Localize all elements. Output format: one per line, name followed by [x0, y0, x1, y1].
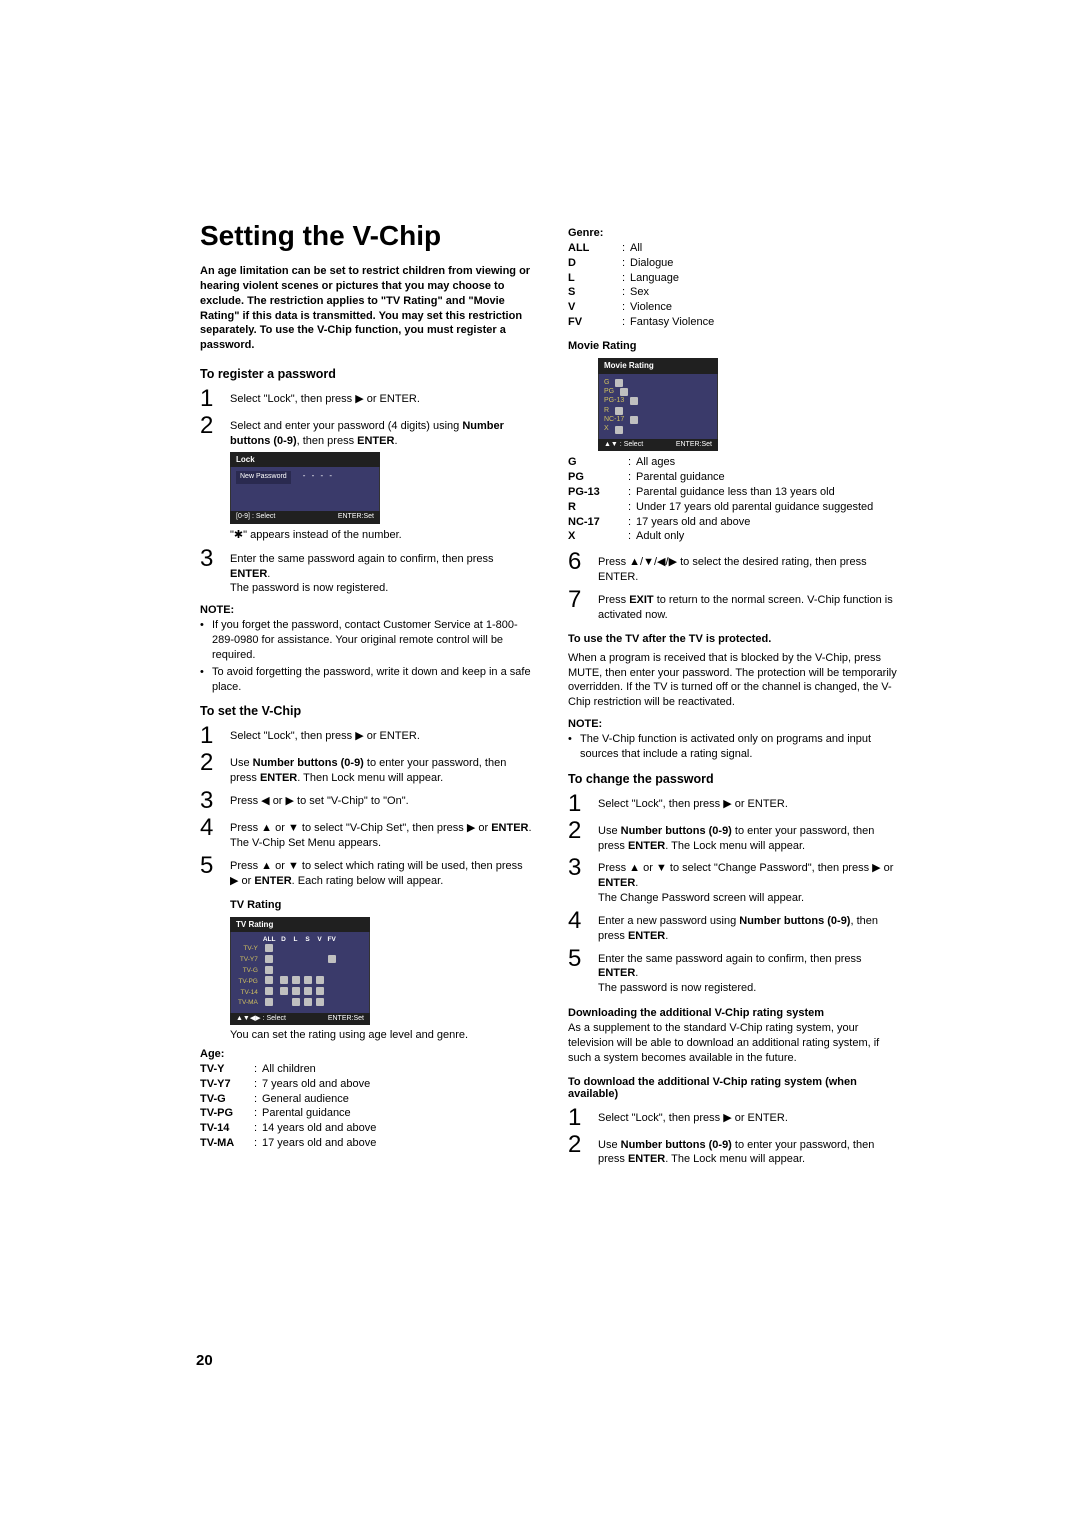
download-steps: 1Select "Lock", then press ▶ or ENTER. 2… [568, 1106, 900, 1168]
note-bullets: •If you forget the password, contact Cus… [200, 618, 532, 694]
page-title: Setting the V-Chip [200, 220, 532, 252]
osd-caption: You can set the rating using age level a… [230, 1029, 532, 1041]
age-definitions: Age: TV-Y:All children TV-Y7:7 years old… [200, 1047, 532, 1151]
page-number: 20 [196, 1352, 213, 1369]
change-heading: To change the password [568, 772, 900, 786]
genre-definitions: Genre: ALL:All D:Dialogue L:Language S:S… [568, 226, 900, 330]
register-steps-cont: 3 Enter the same password again to confi… [200, 547, 532, 597]
osd-lock-screenshot: Lock New Password- - - - [0-9] : SelectE… [230, 452, 380, 524]
note-heading: NOTE: [568, 718, 900, 730]
movie-heading: Movie Rating [568, 340, 900, 352]
osd-caption: "✱" appears instead of the number. [230, 528, 532, 541]
use-body: When a program is received that is block… [568, 651, 900, 710]
register-steps: 1 Select "Lock", then press ▶ or ENTER. … [200, 387, 532, 449]
step-text: Enter the same password again to confirm… [230, 547, 532, 597]
osd-tvrating-screenshot: TV Rating ALLDLSVFV TV-Y TV-Y7 TV-G TV-P… [230, 917, 370, 1026]
step-number: 3 [200, 547, 230, 597]
osd-movierating-screenshot: Movie Rating G PG PG-13 R NC-17 X ▲▼ : S… [598, 358, 718, 451]
step-number: 2 [200, 414, 230, 449]
register-heading: To register a password [200, 367, 532, 381]
note-bullets: •The V-Chip function is activated only o… [568, 732, 900, 762]
set-steps: 1Select "Lock", then press ▶ or ENTER. 2… [200, 724, 532, 888]
download-intro: Downloading the additional V-Chip rating… [568, 1006, 900, 1065]
step-text: Select "Lock", then press ▶ or ENTER. [230, 387, 532, 411]
set-heading: To set the V-Chip [200, 704, 532, 718]
use-heading: To use the TV after the TV is protected. [568, 633, 900, 645]
step-number: 1 [200, 387, 230, 411]
download-heading: To download the additional V-Chip rating… [568, 1076, 900, 1100]
change-steps: 1Select "Lock", then press ▶ or ENTER. 2… [568, 792, 900, 996]
intro-text: An age limitation can be set to restrict… [200, 264, 532, 353]
right-column: Genre: ALL:All D:Dialogue L:Language S:S… [568, 220, 900, 1170]
left-column: Setting the V-Chip An age limitation can… [200, 220, 532, 1170]
tvrating-heading: TV Rating [230, 899, 532, 911]
movie-definitions: G:All ages PG:Parental guidance PG-13:Pa… [568, 455, 900, 544]
note-heading: NOTE: [200, 604, 532, 616]
continue-steps: 6Press ▲/▼/◀/▶ to select the desired rat… [568, 550, 900, 622]
step-text: Select and enter your password (4 digits… [230, 414, 532, 449]
